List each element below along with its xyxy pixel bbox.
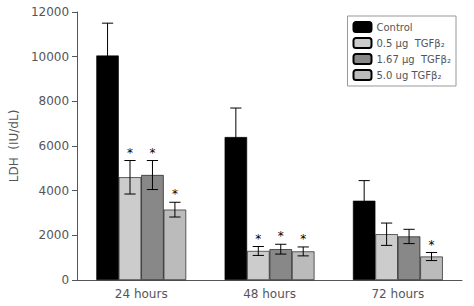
svg-text:4000: 4000 xyxy=(39,184,70,198)
svg-text:1.67 μg TGFβ₂: 1.67 μg TGFβ₂ xyxy=(376,54,451,65)
svg-text:0: 0 xyxy=(61,273,69,287)
svg-text:24 hours: 24 hours xyxy=(115,287,168,301)
svg-text:*: * xyxy=(172,187,178,201)
svg-text:6000: 6000 xyxy=(39,139,70,153)
svg-text:12000: 12000 xyxy=(31,5,69,19)
svg-text:10000: 10000 xyxy=(31,50,69,64)
svg-text:*: * xyxy=(255,232,261,246)
svg-text:*: * xyxy=(278,229,284,243)
svg-text:*: * xyxy=(149,146,155,160)
svg-text:8000: 8000 xyxy=(39,94,70,108)
svg-text:*: * xyxy=(127,146,133,160)
svg-text:Control: Control xyxy=(376,22,412,33)
svg-text:72 hours: 72 hours xyxy=(371,287,424,301)
svg-text:0.5 μg TGFβ₂: 0.5 μg TGFβ₂ xyxy=(376,38,444,49)
svg-text:2000: 2000 xyxy=(39,228,70,242)
svg-text:*: * xyxy=(300,232,306,246)
svg-text:LDH (IU/dL): LDH (IU/dL) xyxy=(7,110,21,183)
svg-text:*: * xyxy=(429,238,435,252)
svg-text:48 hours: 48 hours xyxy=(243,287,296,301)
svg-text:5.0 ug TGFβ₂: 5.0 ug TGFβ₂ xyxy=(376,70,441,81)
